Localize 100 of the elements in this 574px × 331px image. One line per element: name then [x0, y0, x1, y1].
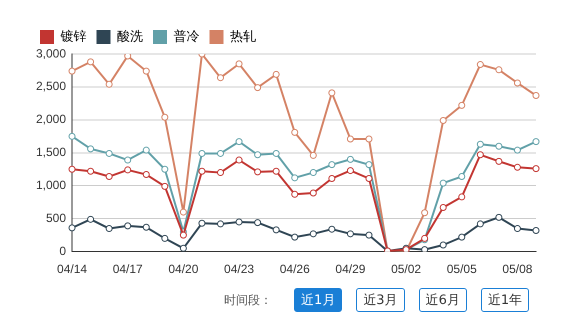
text: 近3月	[356, 288, 405, 312]
point	[161, 166, 168, 173]
x-tick-label: 04/23	[224, 262, 254, 276]
y-tick-label: 500	[46, 210, 66, 225]
point	[254, 219, 262, 226]
x-tick-label: 04/29	[335, 262, 366, 276]
point	[124, 156, 132, 164]
point	[365, 232, 372, 239]
point	[328, 161, 336, 168]
point	[328, 89, 336, 96]
point	[291, 174, 298, 182]
point	[346, 230, 354, 238]
point	[87, 216, 94, 223]
point	[514, 79, 521, 86]
point	[217, 220, 224, 228]
point	[514, 146, 521, 154]
point	[458, 102, 466, 109]
point	[421, 209, 428, 216]
point	[254, 168, 262, 176]
point	[142, 68, 150, 75]
y-tick-label: 2,000	[36, 112, 66, 126]
text: 近1月	[294, 288, 342, 312]
legend-label: 热轧	[230, 29, 256, 44]
x-tick-label: 05/08	[502, 262, 533, 276]
text: 近6月	[418, 288, 467, 312]
y-tick-label: 0	[59, 244, 66, 258]
point	[161, 234, 168, 242]
point	[346, 156, 354, 163]
y-tick-label: 3,000	[36, 46, 66, 60]
point	[458, 173, 466, 180]
point	[254, 84, 262, 92]
point	[476, 140, 484, 148]
point	[142, 171, 150, 178]
point	[180, 208, 187, 216]
point	[106, 225, 113, 232]
point	[495, 214, 502, 221]
point	[365, 161, 372, 168]
point	[514, 164, 521, 171]
point	[124, 166, 132, 174]
point	[476, 61, 484, 68]
point	[106, 173, 113, 180]
point	[68, 224, 76, 232]
point	[180, 244, 187, 252]
point	[106, 80, 113, 88]
x-tick-label: 04/17	[112, 262, 144, 276]
point	[180, 232, 187, 239]
x-tick-label: 04/14	[57, 262, 88, 276]
point	[236, 218, 243, 226]
x-tick-label: 04/26	[280, 262, 310, 276]
point	[458, 234, 466, 241]
point	[495, 66, 502, 74]
point	[291, 190, 298, 198]
point	[440, 180, 447, 187]
y-tick-label: 1,000	[36, 178, 66, 192]
point	[124, 54, 132, 60]
x-tick-label: 05/02	[391, 262, 422, 276]
point	[346, 167, 354, 174]
text: 时间段：	[224, 292, 272, 308]
point	[217, 74, 224, 82]
point	[68, 166, 76, 173]
point	[254, 151, 262, 158]
point	[68, 68, 76, 75]
point	[310, 169, 317, 176]
point	[124, 222, 132, 230]
legend-label: 酸洗	[117, 29, 143, 44]
point	[440, 204, 447, 211]
point	[217, 150, 224, 157]
point	[421, 246, 428, 252]
y-tick-label: 1,500	[36, 145, 66, 160]
point	[514, 225, 521, 232]
point	[310, 152, 317, 159]
x-tick-label: 04/20	[168, 262, 199, 276]
point	[532, 165, 540, 172]
point	[68, 132, 76, 140]
point	[142, 224, 150, 231]
point	[532, 138, 540, 146]
point	[106, 150, 113, 157]
point	[346, 135, 354, 142]
point	[440, 117, 447, 124]
point	[198, 150, 206, 157]
point	[310, 230, 317, 238]
point	[532, 227, 540, 234]
point	[272, 150, 280, 157]
point	[310, 189, 317, 196]
legend-label: 普冷	[174, 28, 200, 44]
point	[236, 138, 243, 146]
point	[198, 220, 206, 227]
x-tick-label: 05/05	[446, 262, 478, 276]
point	[161, 114, 168, 121]
point	[440, 242, 447, 249]
point	[532, 92, 540, 99]
point	[236, 156, 243, 164]
legend-label: 镀锌	[60, 29, 86, 44]
point	[87, 58, 94, 66]
point	[328, 226, 336, 233]
text: 近1年	[480, 288, 530, 312]
point	[142, 146, 150, 154]
point	[272, 226, 280, 234]
point	[272, 168, 280, 175]
point	[476, 151, 484, 158]
